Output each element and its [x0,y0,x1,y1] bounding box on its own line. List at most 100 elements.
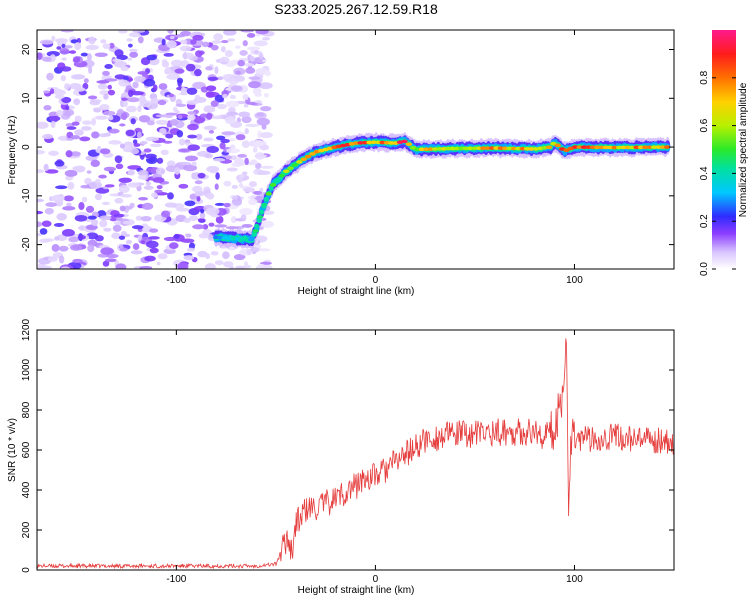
noise-blob [138,95,147,104]
noise-blob [224,116,236,125]
noise-blob [238,111,251,118]
noise-blob [125,239,133,245]
ridge-peak [309,152,316,156]
ridge-peak [554,143,561,148]
noise-blob [164,68,170,75]
x-tick-label: 100 [566,574,583,585]
noise-blob [223,202,231,208]
noise-blob [43,163,49,172]
noise-blob [199,212,206,219]
noise-blob [165,133,174,139]
noise-blob [108,140,122,145]
noise-blob [112,224,122,232]
noise-blob [60,75,67,82]
noise-blob [89,100,101,106]
noise-blob [149,143,162,148]
noise-blob [225,100,240,108]
noise-blob [119,247,128,252]
noise-blob [60,66,72,72]
noise-blob [187,111,196,115]
noise-blob [43,105,52,111]
noise-blob [72,165,86,171]
noise-blob [115,216,123,221]
noise-blob [60,30,74,33]
colorbar-tick-label: 0.2 [699,214,710,228]
noise-blob [67,181,75,190]
noise-blob [62,206,76,211]
noise-blob [74,115,82,123]
noise-blob [45,202,58,207]
noise-blob [65,202,72,207]
noise-blob [243,187,255,193]
noise-blob [118,235,126,240]
noise-blob [37,198,45,203]
noise-blob [135,215,143,221]
noise-blob [130,118,136,125]
noise-blob [262,59,267,63]
colorbar-tick-label: 0.8 [699,70,710,84]
x-tick-label: 0 [373,275,379,286]
noise-blob [211,40,222,44]
ridge-peak [283,169,290,173]
spectrogram-noise [37,30,275,269]
noise-blob [158,83,168,90]
noise-blob [94,52,108,57]
noise-blob [195,133,203,140]
noise-blob [211,115,223,120]
snr-line-group [37,338,674,570]
noise-blob [114,74,126,80]
x-tick-label: 100 [566,275,583,286]
noise-blob [139,266,153,269]
noise-blob [72,258,83,264]
noise-blob [169,242,179,250]
noise-blob [132,243,140,250]
noise-blob [111,232,121,239]
noise-blob [51,35,56,42]
spectrogram-ridge [212,132,671,249]
ridge-peak [304,154,312,159]
noise-blob [132,30,146,33]
noise-blob [98,174,107,179]
noise-blob [86,232,99,240]
snr-y-ticks: 0 200 400 600 800 1000 1200 [21,318,674,573]
noise-blob [149,228,159,233]
noise-blob [205,253,211,260]
noise-blob [41,134,54,140]
y-tick-label: 400 [21,481,32,498]
noise-blob [65,105,70,111]
noise-blob [69,244,83,251]
noise-blob [107,84,113,90]
noise-blob [180,86,186,95]
noise-blob [180,238,195,243]
noise-blob [83,78,89,84]
noise-blob [122,220,132,225]
noise-blob [231,195,239,200]
y-tick-label: 1200 [21,318,32,341]
noise-blob [174,68,185,74]
noise-blob [184,200,196,207]
ridge-peak [545,145,553,150]
noise-blob [192,34,204,41]
colorbar-tick-label: 0.4 [699,166,710,180]
spectrogram-x-ticks: -100 0 100 [166,30,583,286]
noise-blob [112,58,122,63]
noise-blob [159,127,167,135]
snr-x-ticks: -100 0 100 [166,330,583,585]
noise-blob [39,228,48,235]
noise-blob [254,92,262,97]
noise-blob [175,103,187,108]
noise-blob [164,202,178,208]
noise-blob [248,181,257,188]
noise-blob [81,126,92,131]
noise-blob [70,135,81,140]
noise-blob [235,75,246,82]
noise-blob [226,111,239,116]
noise-blob [165,114,173,119]
noise-blob [210,251,219,256]
noise-blob [98,133,109,138]
noise-blob [234,265,246,269]
noise-blob [178,183,189,189]
noise-blob [127,182,141,188]
noise-blob [258,82,273,90]
noise-blob [48,150,60,156]
